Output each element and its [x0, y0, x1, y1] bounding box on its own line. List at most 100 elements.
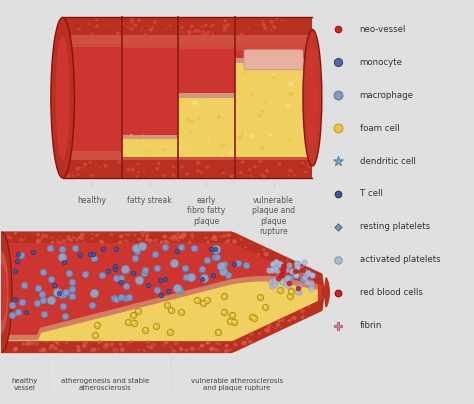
Bar	[235, 58, 312, 63]
Circle shape	[263, 24, 266, 26]
Circle shape	[260, 173, 264, 177]
Point	[122, 283, 130, 289]
Circle shape	[210, 347, 215, 351]
Circle shape	[76, 167, 80, 171]
Circle shape	[93, 341, 95, 343]
Point	[284, 282, 292, 288]
Circle shape	[209, 348, 212, 350]
Text: fatty streak: fatty streak	[128, 196, 172, 205]
Circle shape	[76, 348, 81, 352]
Point	[181, 265, 188, 271]
Point	[301, 274, 309, 280]
Circle shape	[129, 134, 134, 139]
Point	[156, 276, 164, 283]
Polygon shape	[1, 232, 329, 352]
Point	[50, 282, 58, 289]
Circle shape	[144, 33, 147, 36]
Circle shape	[180, 26, 183, 29]
Circle shape	[287, 175, 290, 177]
Circle shape	[207, 137, 210, 140]
Point	[286, 293, 293, 300]
Circle shape	[240, 32, 244, 36]
Point	[209, 272, 216, 278]
Point	[280, 266, 287, 273]
Circle shape	[99, 240, 104, 244]
Point	[55, 289, 63, 296]
Point	[40, 311, 48, 317]
Circle shape	[191, 237, 193, 239]
Point	[335, 257, 342, 263]
Point	[161, 276, 168, 282]
Circle shape	[109, 233, 114, 236]
Circle shape	[136, 309, 140, 312]
Point	[166, 328, 173, 335]
Point	[88, 302, 95, 308]
Point	[335, 191, 342, 197]
Circle shape	[302, 269, 307, 273]
Circle shape	[304, 170, 308, 173]
Point	[283, 274, 291, 281]
Ellipse shape	[307, 45, 318, 151]
Point	[177, 244, 185, 250]
Circle shape	[224, 349, 229, 353]
Point	[125, 293, 132, 300]
Circle shape	[301, 162, 304, 164]
Circle shape	[193, 30, 197, 33]
Point	[288, 288, 295, 295]
Circle shape	[222, 311, 226, 314]
Circle shape	[205, 342, 208, 345]
Circle shape	[269, 134, 273, 137]
Circle shape	[245, 246, 246, 248]
Circle shape	[228, 348, 232, 351]
Circle shape	[56, 342, 59, 345]
Point	[99, 271, 106, 278]
Circle shape	[219, 235, 222, 238]
Polygon shape	[1, 244, 322, 341]
Circle shape	[127, 241, 129, 243]
Point	[163, 301, 171, 308]
Circle shape	[185, 349, 188, 352]
Circle shape	[69, 238, 73, 242]
Circle shape	[203, 23, 208, 27]
Point	[39, 269, 47, 276]
Circle shape	[228, 320, 232, 323]
Point	[280, 263, 287, 269]
Circle shape	[261, 60, 265, 63]
Circle shape	[216, 343, 219, 345]
Circle shape	[162, 148, 165, 151]
Circle shape	[91, 238, 93, 240]
Circle shape	[130, 18, 134, 21]
Circle shape	[248, 168, 251, 171]
Circle shape	[179, 147, 183, 150]
Circle shape	[95, 233, 100, 237]
Point	[61, 258, 68, 265]
Circle shape	[273, 26, 277, 29]
Circle shape	[14, 232, 17, 234]
Circle shape	[157, 162, 161, 165]
Circle shape	[137, 18, 141, 22]
Point	[226, 318, 234, 324]
Circle shape	[126, 26, 128, 28]
Point	[129, 312, 137, 318]
Point	[144, 282, 152, 288]
Point	[124, 319, 132, 325]
Circle shape	[172, 235, 177, 240]
Circle shape	[189, 148, 191, 150]
Point	[294, 289, 301, 296]
Point	[276, 287, 283, 293]
Circle shape	[249, 242, 251, 244]
Circle shape	[200, 344, 204, 348]
Text: red blood cells: red blood cells	[359, 288, 422, 297]
Point	[93, 321, 100, 328]
Point	[292, 268, 299, 274]
Circle shape	[205, 165, 210, 169]
Circle shape	[220, 143, 225, 147]
Point	[268, 278, 275, 284]
Text: foam cell: foam cell	[359, 124, 399, 133]
Text: macrophage: macrophage	[359, 91, 413, 100]
Point	[157, 292, 164, 299]
Circle shape	[197, 29, 201, 33]
Circle shape	[147, 234, 150, 236]
Text: healthy: healthy	[78, 196, 107, 205]
Circle shape	[79, 237, 84, 241]
